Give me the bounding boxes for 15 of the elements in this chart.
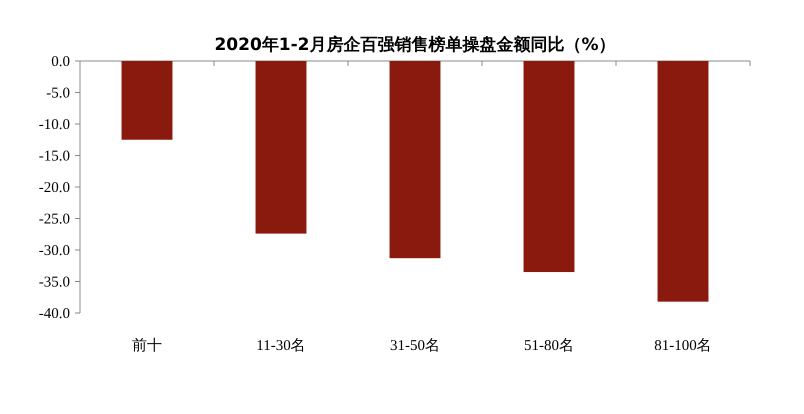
y-tick-label: 0.0	[51, 54, 70, 70]
x-tick-label: 11-30名	[256, 337, 306, 354]
y-tick-label: -5.0	[46, 86, 70, 102]
chart-title: 2020年1-2月房企百强销售榜单操盘金额同比（%）	[214, 35, 616, 55]
x-tick-label: 81-100名	[654, 337, 712, 354]
x-tick-label: 前十	[132, 337, 162, 354]
y-tick-label: -10.0	[38, 117, 70, 133]
y-tick-label: -35.0	[38, 274, 70, 290]
y-tick-label: -40.0	[38, 306, 70, 322]
x-tick-label: 31-50名	[390, 337, 440, 354]
y-tick-label: -20.0	[38, 180, 70, 196]
y-tick-label: -30.0	[38, 243, 70, 259]
y-tick-label: -25.0	[38, 212, 70, 228]
y-tick-label: -15.0	[38, 148, 70, 164]
x-tick-label: 51-80名	[524, 337, 574, 354]
